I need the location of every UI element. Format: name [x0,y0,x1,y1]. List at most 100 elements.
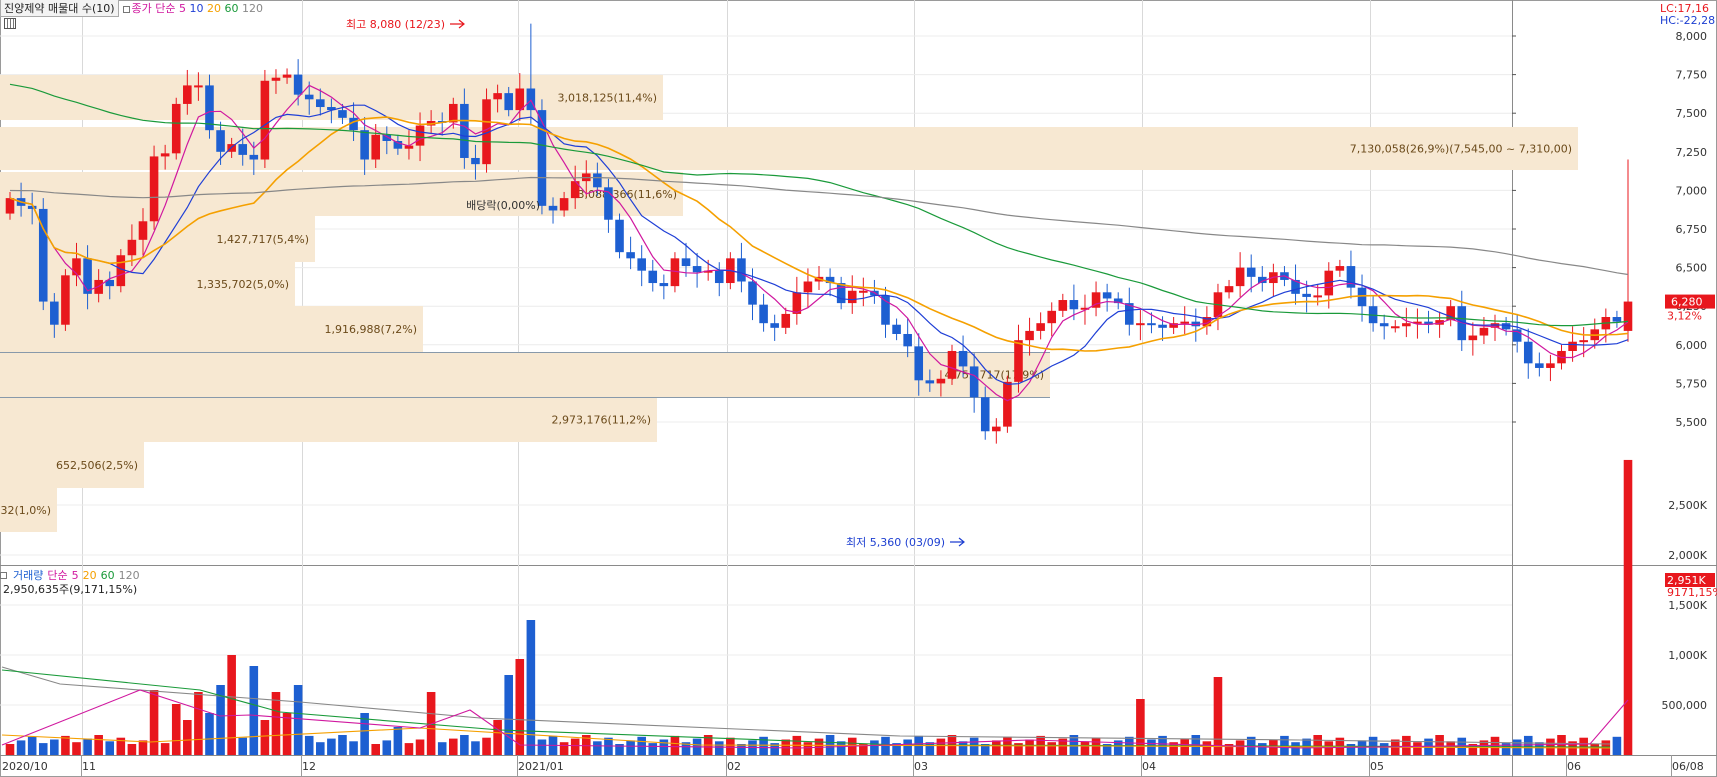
dividend-annotation: 배당락(0,00%) [466,199,540,212]
volume-axis-label: 2,000K [1668,549,1707,562]
volume-bar [559,742,569,755]
candle-body [149,156,159,222]
price-header: 진양제약 매물대 수(10) 종가 단순 5 10 20 60 120 [0,0,264,17]
date-label: 05 [1370,760,1384,773]
volume-bar [227,655,236,755]
price-axis-label: 6,000 [1676,339,1708,352]
candle-body [371,134,381,160]
volume-bar [1623,459,1633,755]
volume-bar [149,690,159,755]
volume-bar [515,659,525,755]
ma5-label: 5 [179,2,187,15]
volume-profile-label: 1,335,702(5,0%) [196,278,289,291]
volume-profile-label: 1,916,988(7,2%) [324,323,417,336]
candle-body [1435,320,1444,325]
candle-body [160,153,170,157]
candle-body [1058,300,1068,311]
date-label: 03 [914,760,928,773]
volume-profile-label: 3,018,125(11,4%) [557,92,657,105]
volume-bar [737,744,746,755]
price-axis-label: 5,500 [1676,416,1708,429]
volume-bar [1490,736,1500,755]
volume-bar [183,720,192,755]
volume-bar [570,738,580,755]
candle-body [526,88,536,111]
candle-body [282,74,292,78]
candle-body [382,134,392,141]
volume-profile-bar [0,306,423,352]
volume-profile-bar [0,172,683,216]
date-label: 12 [302,760,316,773]
volume-bar [260,720,270,755]
volume-bar [1113,740,1123,755]
candle-body [504,93,513,111]
candle-body [1102,292,1112,299]
ma20-line [9,116,1629,352]
volume-ma120-line [1,666,1611,745]
candle-body [570,181,580,199]
volume-bar [282,713,292,755]
volume-bar [626,740,635,755]
candle-body [260,80,270,160]
candle-body [72,258,81,276]
volume-bar [1590,744,1600,755]
volume-header: 거래량 단순 5 20 60 120 [0,567,140,583]
candle-body [593,173,602,188]
date-label: 02 [727,760,741,773]
volume-bar [371,744,381,755]
candle-body [138,221,148,240]
volume-bar [94,735,103,755]
candle-body [61,275,70,325]
candle-body [238,144,248,155]
candle-body [903,333,912,347]
candle-body [1413,321,1422,324]
candle-body [1335,266,1345,271]
candle-body [116,255,126,287]
legend-square-icon [122,5,130,13]
ma60-label: 60 [224,2,239,15]
candle-body [471,157,480,165]
volume-bar [493,720,502,755]
candle-body [1080,307,1090,310]
volume-bar [437,742,447,755]
volume-bar [958,741,968,755]
volume-bar [615,744,624,755]
volume-bar [714,741,724,755]
volume-title: 거래량 [13,569,44,582]
candle-body [825,276,835,284]
legend-square-icon [0,571,7,579]
candle-body [836,283,846,304]
volume-bar [1213,677,1223,755]
volume-bar [404,743,414,755]
volume-bar [1102,744,1112,755]
volume-bar [925,742,935,755]
volume-bar [160,743,170,755]
candle-body [493,93,502,100]
candle-body [415,125,425,146]
price-axis-label: 5,750 [1676,377,1708,390]
calendar-icon[interactable] [4,18,16,29]
candle-body [892,324,901,334]
ma120-label: 120 [242,2,264,15]
volume-bar [1468,744,1478,755]
candle-body [1612,317,1622,322]
chart-title[interactable]: 진양제약 매물대 수(10) [0,0,119,17]
volume-bar [327,738,336,755]
candle-body [327,107,336,111]
candle-body [216,130,225,152]
volume-axis-label: 1,000K [1668,649,1707,662]
candle-body [316,99,325,108]
volume-bar [1379,743,1389,755]
volume-profile-bar [0,352,1050,397]
volume-axis-label: 500,000 [1662,699,1708,712]
candle-body [1014,340,1023,382]
volume-bar [593,741,602,755]
volume-bar [648,743,658,755]
candle-body [1379,323,1389,327]
volume-ma60-line [1,669,1611,748]
volume-bar [1346,744,1356,755]
volume-bar [138,740,148,755]
volume-bar [482,737,491,755]
